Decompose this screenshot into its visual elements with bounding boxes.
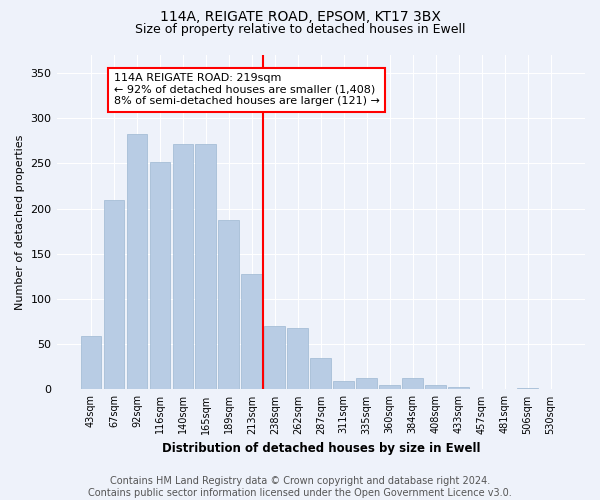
Bar — [104, 200, 124, 390]
Bar — [241, 274, 262, 390]
Text: 114A, REIGATE ROAD, EPSOM, KT17 3BX: 114A, REIGATE ROAD, EPSOM, KT17 3BX — [160, 10, 440, 24]
Bar — [334, 382, 354, 390]
Bar — [196, 144, 216, 390]
Bar — [149, 162, 170, 390]
Text: Contains HM Land Registry data © Crown copyright and database right 2024.
Contai: Contains HM Land Registry data © Crown c… — [88, 476, 512, 498]
Bar — [403, 378, 423, 390]
Bar — [287, 328, 308, 390]
Bar — [173, 144, 193, 390]
Bar — [265, 326, 285, 390]
Bar — [517, 388, 538, 390]
Bar — [448, 386, 469, 390]
Text: 114A REIGATE ROAD: 219sqm
← 92% of detached houses are smaller (1,408)
8% of sem: 114A REIGATE ROAD: 219sqm ← 92% of detac… — [114, 73, 380, 106]
Bar — [379, 385, 400, 390]
Bar — [540, 388, 561, 390]
Bar — [310, 358, 331, 390]
Bar — [127, 134, 147, 390]
Text: Size of property relative to detached houses in Ewell: Size of property relative to detached ho… — [135, 22, 465, 36]
Bar — [425, 385, 446, 390]
X-axis label: Distribution of detached houses by size in Ewell: Distribution of detached houses by size … — [161, 442, 480, 455]
Y-axis label: Number of detached properties: Number of detached properties — [15, 134, 25, 310]
Bar — [356, 378, 377, 390]
Bar — [80, 336, 101, 390]
Bar — [218, 220, 239, 390]
Bar — [472, 388, 492, 390]
